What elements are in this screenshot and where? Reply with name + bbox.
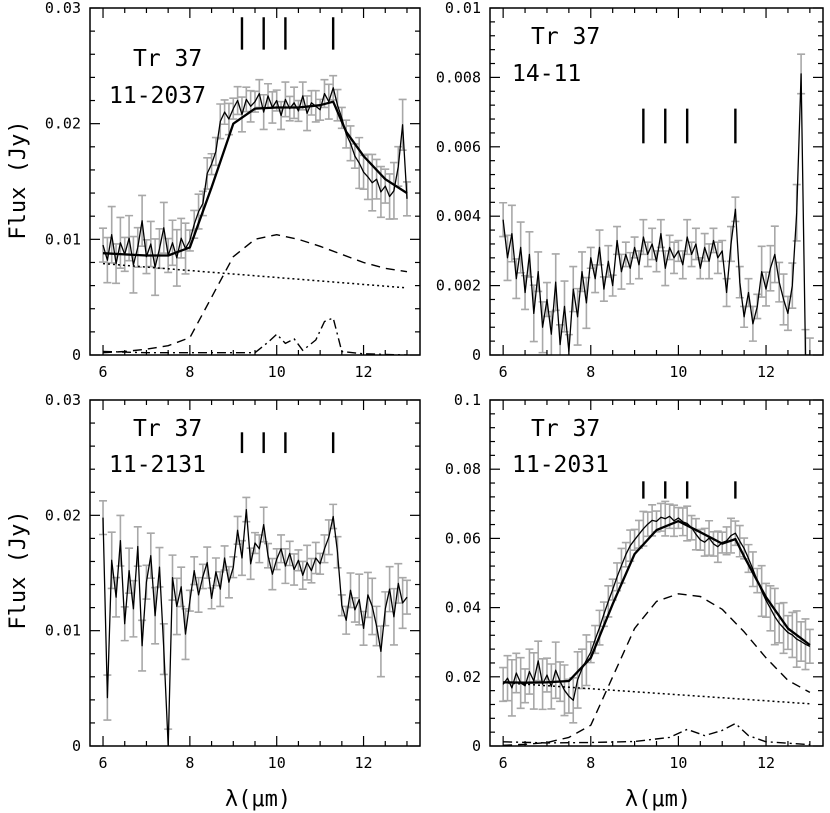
- x-tick-label: 12: [355, 363, 373, 381]
- y-tick-label: 0.01: [45, 230, 81, 248]
- x-tick-label: 10: [268, 754, 286, 772]
- x-tick-label: 10: [669, 754, 687, 772]
- series-lines: [502, 515, 811, 746]
- object-label-line2: 14-11: [512, 61, 581, 87]
- y-tick-label: 0.06: [445, 529, 481, 547]
- series-continuum: [503, 681, 810, 705]
- series-observed: [502, 515, 811, 701]
- y-tick-label: 0.03: [45, 0, 81, 17]
- x-axis-title-right: λ(μm): [625, 787, 691, 812]
- series-pah-component: [503, 722, 810, 746]
- x-tick-label: 8: [586, 754, 595, 772]
- y-tick-label: 0.01: [45, 622, 81, 640]
- ticks: [90, 399, 420, 747]
- tick-labels: 6 8 10 12 0 0.002 0.004 0.006 0.008 0.01: [436, 0, 775, 381]
- panel-tr37-11-2031: 6 8 10 12 0 0.02 0.04 0.06 0.08 0.1 Tr 37 11-2031: [445, 391, 824, 772]
- series-model-total: [102, 100, 408, 257]
- y-tick-label: 0: [72, 737, 81, 755]
- series-lines: [502, 73, 810, 355]
- y-tick-label: 0: [472, 346, 481, 364]
- y-tick-label: 0.01: [445, 0, 481, 17]
- feature-marks: [240, 432, 335, 454]
- x-tick-label: 8: [586, 363, 595, 381]
- y-tick-label: 0.02: [45, 115, 81, 133]
- x-tick-label: 6: [99, 363, 108, 381]
- y-tick-label: 0: [472, 737, 481, 755]
- x-tick-label: 8: [185, 363, 194, 381]
- feature-marks: [642, 108, 737, 144]
- series-observed: [502, 73, 810, 355]
- x-tick-label: 10: [268, 363, 286, 381]
- y-tick-label: 0.006: [436, 138, 481, 156]
- error-bar: [499, 201, 508, 238]
- y-tick-label: 0.03: [45, 391, 81, 409]
- panel-tr37-11-2037: 6 8 10 12 0 0.01 0.02 0.03 Tr 37 11-2037: [45, 0, 421, 381]
- x-tick-label: 12: [757, 363, 775, 381]
- series-observed: [102, 508, 408, 746]
- x-tick-label: 6: [499, 754, 508, 772]
- x-tick-label: 6: [99, 754, 108, 772]
- error-bars: [499, 53, 814, 355]
- error-bars: [499, 500, 814, 724]
- series-silicate-component: [102, 234, 408, 354]
- x-axis-title-left: λ(μm): [225, 787, 291, 812]
- y-tick-label: 0.02: [445, 668, 481, 686]
- x-tick-label: 10: [669, 363, 687, 381]
- ticks: [90, 7, 420, 356]
- object-label-line2: 11-2037: [109, 83, 206, 109]
- y-tick-label: 0.04: [445, 599, 481, 617]
- y-tick-label: 0.004: [436, 207, 481, 225]
- panel-tr37-11-2131: 6 8 10 12 0 0.01 0.02 0.03 Tr 37 11-2131: [45, 391, 421, 772]
- x-tick-label: 6: [499, 363, 508, 381]
- object-label-line1: Tr 37: [133, 46, 202, 72]
- series-silicate-component: [503, 593, 811, 746]
- error-bars: [99, 496, 411, 746]
- object-label-line1: Tr 37: [531, 24, 600, 50]
- ticks: [490, 7, 823, 356]
- y-tick-label: 0.1: [454, 391, 481, 409]
- series-observed: [102, 87, 408, 268]
- panel-tr37-14-11: 6 8 10 12 0 0.002 0.004 0.006 0.008 0.01 Tr 37 14…: [436, 0, 824, 381]
- tick-labels: 6 8 10 12 0 0.02 0.04 0.06 0.08 0.1: [445, 391, 775, 772]
- object-label-line2: 11-2131: [109, 452, 206, 478]
- ticks: [490, 399, 823, 747]
- y-tick-label: 0.008: [436, 68, 481, 86]
- series-model-total: [503, 519, 811, 684]
- object-label-line2: 11-2031: [512, 452, 609, 478]
- error-bar: [402, 181, 411, 217]
- x-tick-label: 12: [757, 754, 775, 772]
- y-axis-title-bottom: Flux (Jy): [6, 510, 31, 629]
- x-tick-label: 8: [185, 754, 194, 772]
- tick-labels: 6 8 10 12 0 0.01 0.02 0.03: [45, 391, 373, 772]
- series-continuum: [102, 262, 408, 289]
- y-tick-label: 0.08: [445, 460, 481, 478]
- y-tick-label: 0.002: [436, 277, 481, 295]
- error-bar: [805, 337, 814, 355]
- object-label-line1: Tr 37: [133, 416, 202, 442]
- feature-marks: [240, 17, 335, 50]
- tick-labels: 6 8 10 12 0 0.01 0.02 0.03: [45, 0, 373, 381]
- y-tick-label: 0: [72, 346, 81, 364]
- x-tick-label: 12: [355, 754, 373, 772]
- object-label-line1: Tr 37: [531, 416, 600, 442]
- feature-marks: [642, 481, 737, 499]
- y-tick-label: 0.02: [45, 506, 81, 524]
- y-axis-title-top: Flux (Jy): [6, 120, 31, 239]
- series-lines: [102, 508, 408, 746]
